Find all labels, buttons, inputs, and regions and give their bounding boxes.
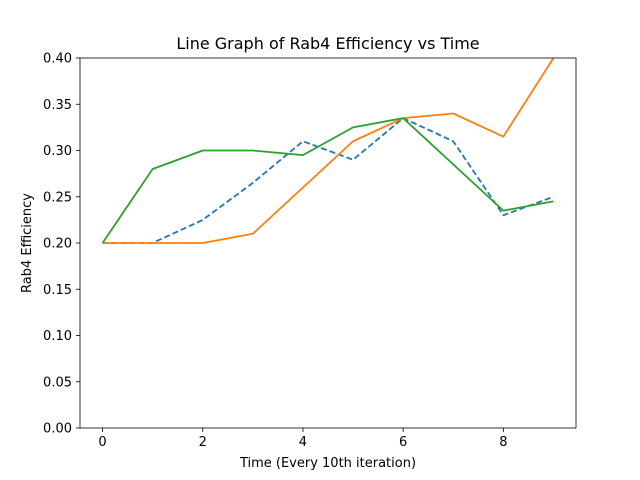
y-tick-label: 0.35 [43, 98, 72, 113]
x-axis: 0 2 4 6 8 [98, 428, 507, 450]
y-tick-label: 0.15 [43, 283, 72, 298]
plot-area [101, 57, 555, 244]
series-line-1 [102, 117, 554, 244]
x-tick-label: 0 [98, 435, 106, 450]
y-tick-label: 0.00 [43, 422, 72, 437]
x-axis-label: Time (Every 10th iteration) [239, 456, 416, 471]
y-axis: 0.00 0.05 0.10 0.15 0.20 0.25 0.30 0.35 0.40 [43, 52, 80, 437]
x-tick-label: 2 [199, 435, 207, 450]
y-tick-label: 0.25 [43, 190, 72, 205]
y-tick-label: 0.30 [43, 144, 72, 159]
y-tick-label: 0.10 [43, 329, 72, 344]
series-line-3 [101, 117, 554, 244]
y-tick-label: 0.20 [43, 237, 72, 252]
y-tick-label: 0.40 [43, 52, 72, 67]
series-line-2 [102, 57, 555, 244]
chart-title: Line Graph of Rab4 Efficiency vs Time [176, 34, 479, 53]
x-tick-label: 4 [299, 435, 307, 450]
x-tick-label: 8 [499, 435, 507, 450]
y-tick-label: 0.05 [43, 375, 72, 390]
y-axis-label: Rab4 Efficiency [20, 193, 35, 293]
x-tick-label: 6 [399, 435, 407, 450]
